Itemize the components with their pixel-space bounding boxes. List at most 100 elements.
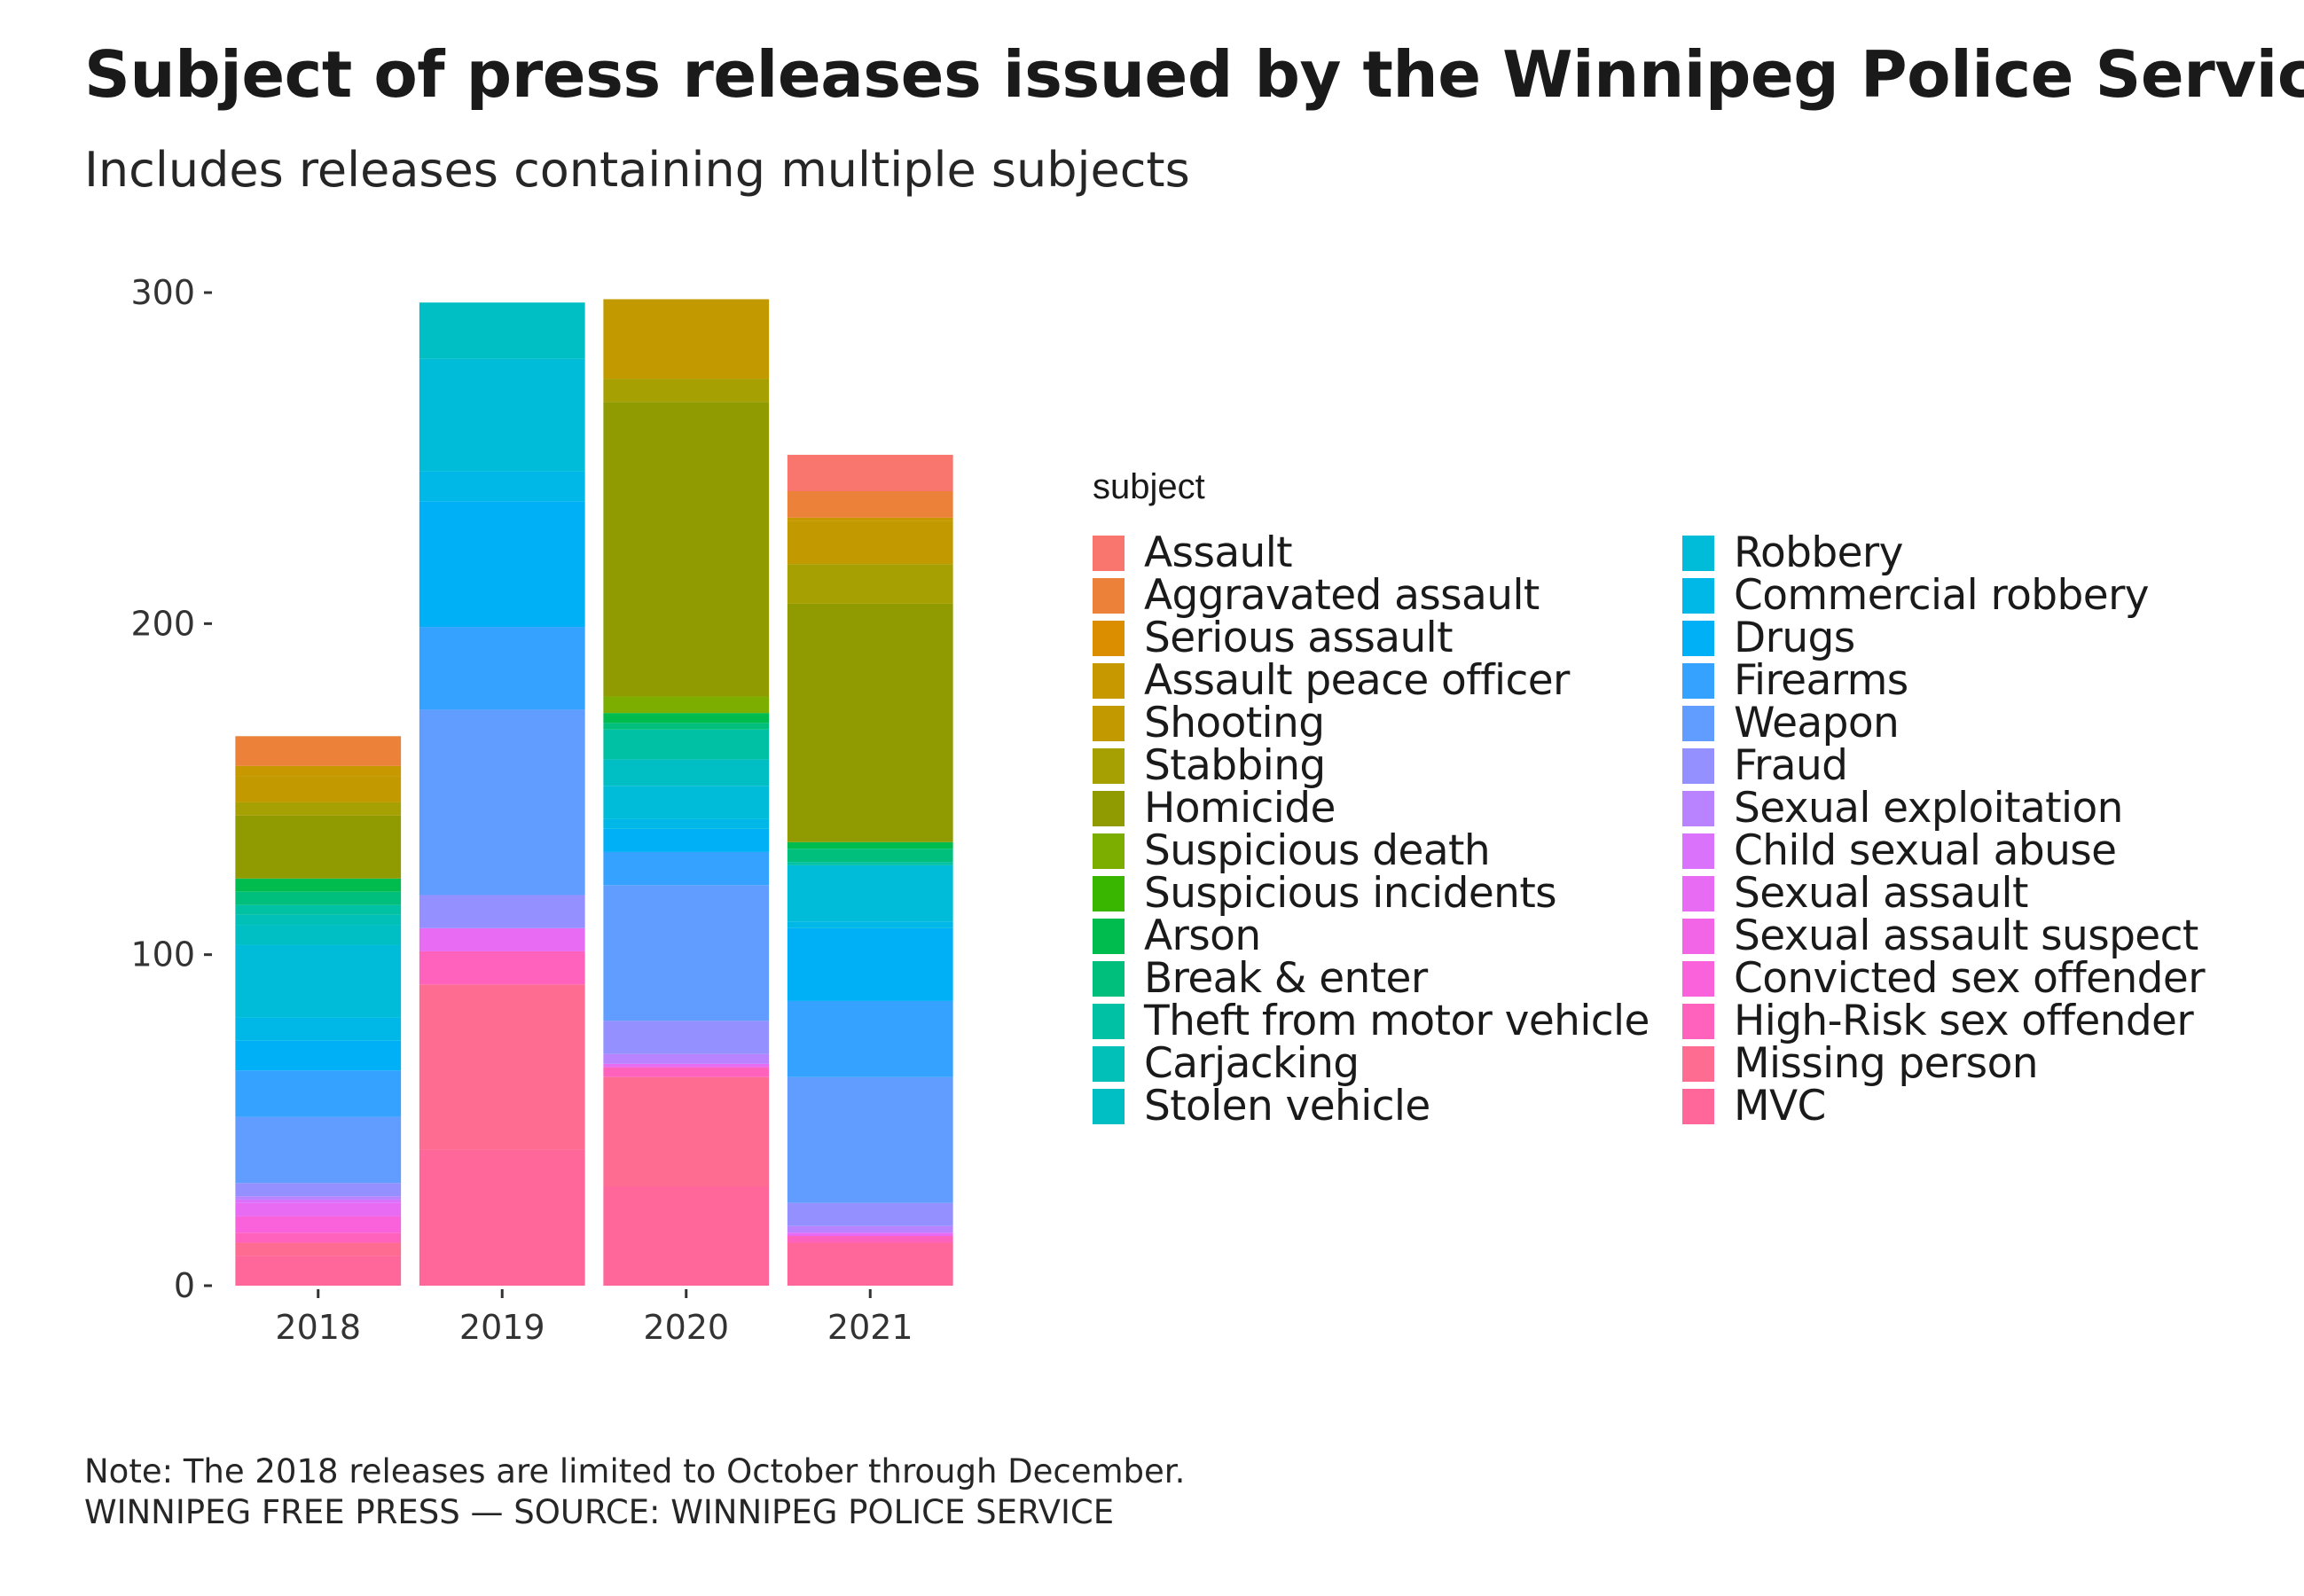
legend-label: Fraud — [1734, 741, 1848, 790]
legend-swatch — [1093, 1004, 1125, 1039]
bar-2018-theft-from-motor-vehicle — [235, 904, 402, 915]
legend-swatch — [1682, 833, 1714, 869]
bar-2018-arson — [235, 878, 402, 892]
legend-item-firearms: Firearms — [1682, 660, 1908, 702]
x-tick-label-2019: 2019 — [459, 1308, 545, 1347]
bar-2018-missing-person — [235, 1242, 402, 1256]
y-tick-label-100: 100 — [130, 935, 195, 974]
bar-2018-commercial-robbery — [235, 1017, 402, 1041]
legend-label: Sexual assault — [1734, 869, 2028, 918]
bar-2020-drugs — [603, 828, 770, 852]
bar-2018-child-sexual-abuse — [235, 1199, 402, 1203]
legend-swatch — [1682, 663, 1714, 699]
legend-label: Assault — [1144, 528, 1293, 577]
legend-label: Aggravated assault — [1144, 571, 1540, 620]
legend-swatch — [1682, 621, 1714, 656]
bar-2019-firearms — [419, 627, 585, 710]
bar-2021-sexual-exploitation — [787, 1225, 953, 1233]
bar-2020-stolen-vehicle — [603, 759, 770, 786]
legend-label: Sexual assault suspect — [1734, 911, 2198, 960]
legend: Assault Aggravated assault Serious assault… — [1093, 532, 2299, 1153]
bar-2021-firearms — [787, 1000, 953, 1077]
bar-2021-arson — [787, 841, 953, 849]
legend-item-aggravated-assault: Aggravated assault — [1093, 575, 1540, 617]
bar-2019-commercial-robbery — [419, 471, 585, 502]
bar-2021-high-risk-sex-offender — [787, 1236, 953, 1243]
legend-label: Child sexual abuse — [1734, 826, 2117, 875]
legend-item-suspicious-incidents: Suspicious incidents — [1093, 872, 1557, 915]
legend-swatch — [1682, 748, 1714, 784]
legend-swatch — [1093, 621, 1125, 656]
bar-2018-fraud — [235, 1183, 402, 1197]
bar-2020-suspicious-death — [603, 696, 770, 714]
legend-label: Theft from motor vehicle — [1144, 997, 1650, 1045]
bar-2021-assault-peace-officer — [787, 517, 953, 521]
bar-2019-weapon — [419, 709, 585, 896]
legend-swatch — [1093, 1089, 1125, 1124]
bar-2020-weapon — [603, 885, 770, 1021]
bar-2018-convicted-sex-offender — [235, 1216, 402, 1233]
bar-2019-stolen-vehicle — [419, 302, 585, 359]
bar-2021-commercial-robbery — [787, 921, 953, 928]
x-tick-label-2020: 2020 — [643, 1308, 729, 1347]
legend-item-fraud: Fraud — [1682, 741, 1848, 790]
legend-swatch — [1682, 1046, 1714, 1082]
legend-label: Firearms — [1734, 656, 1908, 705]
legend-swatch — [1682, 919, 1714, 954]
bar-2020-homicide — [603, 402, 770, 697]
legend-item-serious-assault: Serious assault — [1093, 614, 1454, 662]
legend-item-assault-peace-officer: Assault peace officer — [1093, 660, 1570, 702]
legend-label: Sexual exploitation — [1734, 784, 2123, 833]
caption: Note: The 2018 releases are limited to O… — [84, 1451, 1185, 1533]
bar-2021-mvc — [787, 1242, 953, 1286]
legend-label: Serious assault — [1144, 614, 1454, 662]
bar-2020-firearms — [603, 851, 770, 886]
bar-2018-stabbing — [235, 802, 402, 816]
bar-2019-robbery — [419, 358, 585, 472]
y-tick-label-200: 200 — [130, 604, 195, 643]
y-axis: 0 100 200 300 — [130, 273, 212, 1305]
legend-swatch — [1682, 1004, 1714, 1039]
bar-2020-high-risk-sex-offender — [603, 1067, 770, 1077]
bar-2021-theft-from-motor-vehicle — [787, 862, 953, 865]
legend-label: Break & enter — [1144, 954, 1428, 1003]
legend-item-sexual-assault-suspect: Sexual assault suspect — [1682, 915, 2198, 958]
legend-item-drugs: Drugs — [1682, 617, 1855, 660]
legend-swatch — [1093, 706, 1125, 741]
legend-label: Weapon — [1734, 699, 1900, 747]
bar-2019-high-risk-sex-offender — [419, 951, 585, 985]
bar-2021-sexual-assault — [787, 1232, 953, 1236]
legend-item-homicide: Homicide — [1093, 787, 1336, 830]
legend-item-suspicious-death: Suspicious death — [1093, 830, 1491, 872]
bar-2019-missing-person — [419, 984, 585, 1150]
bar-2020-theft-from-motor-vehicle — [603, 729, 770, 760]
legend-item-robbery: Robbery — [1682, 532, 1903, 575]
legend-item-assault: Assault — [1093, 528, 1293, 577]
bar-2020-stabbing — [603, 379, 770, 403]
legend-label: Homicide — [1144, 784, 1336, 833]
legend-swatch — [1093, 536, 1125, 571]
legend-swatch — [1682, 578, 1714, 614]
legend-label: MVC — [1734, 1082, 1826, 1130]
legend-swatch — [1093, 876, 1125, 911]
bar-2021-shooting — [787, 520, 953, 565]
bar-2021-fraud — [787, 1202, 953, 1226]
bar-2020-fraud — [603, 1021, 770, 1054]
legend-item-high-risk-sex-offender: High-Risk sex offender — [1682, 1000, 2194, 1043]
caption-note: Note: The 2018 releases are limited to O… — [84, 1452, 1186, 1490]
bar-2021-aggravated-assault — [787, 491, 953, 518]
bar-2020-arson — [603, 713, 770, 724]
legend-swatch — [1093, 791, 1125, 826]
legend-swatch — [1682, 536, 1714, 571]
legend-label: Assault peace officer — [1144, 656, 1570, 705]
y-tick-label-0: 0 — [174, 1266, 195, 1305]
bar-2018-carjacking — [235, 914, 402, 926]
legend-swatch — [1682, 706, 1714, 741]
legend-item-theft-from-motor-vehicle: Theft from motor vehicle — [1093, 1000, 1650, 1043]
legend-swatch — [1093, 833, 1125, 869]
legend-item-break-and-enter: Break & enter — [1093, 958, 1428, 1000]
bar-2020-sexual-exploitation — [603, 1053, 770, 1064]
bar-2020-sexual-assault — [603, 1063, 770, 1068]
legend-item-stolen-vehicle: Stolen vehicle — [1093, 1085, 1430, 1128]
